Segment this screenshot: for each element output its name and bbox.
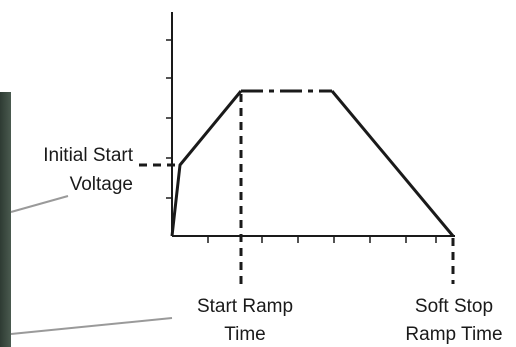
start-ramp-leader: [10, 317, 173, 335]
x-axis-ticks: [207, 236, 437, 243]
voltage-curve: [170, 89, 455, 237]
initial-voltage-leader: [10, 195, 69, 213]
start-ramp-label-line2: Time: [224, 324, 266, 345]
initial-start-label-line1: Initial Start: [43, 145, 133, 166]
start-ramp-label-line1: Start Ramp: [197, 296, 293, 317]
start-ramp-segment: [170, 90, 243, 237]
soft-stop-ramp-segment: [330, 90, 455, 237]
initial-start-label-line2: Voltage: [70, 174, 133, 195]
y-axis-ticks: [166, 39, 172, 199]
left-device-panel: [0, 92, 11, 347]
leader-lines: [10, 195, 173, 335]
soft-stop-label-line2: Ramp Time: [405, 324, 502, 345]
guide-lines: [139, 94, 455, 284]
soft-stop-label-line1: Soft Stop: [415, 296, 493, 317]
